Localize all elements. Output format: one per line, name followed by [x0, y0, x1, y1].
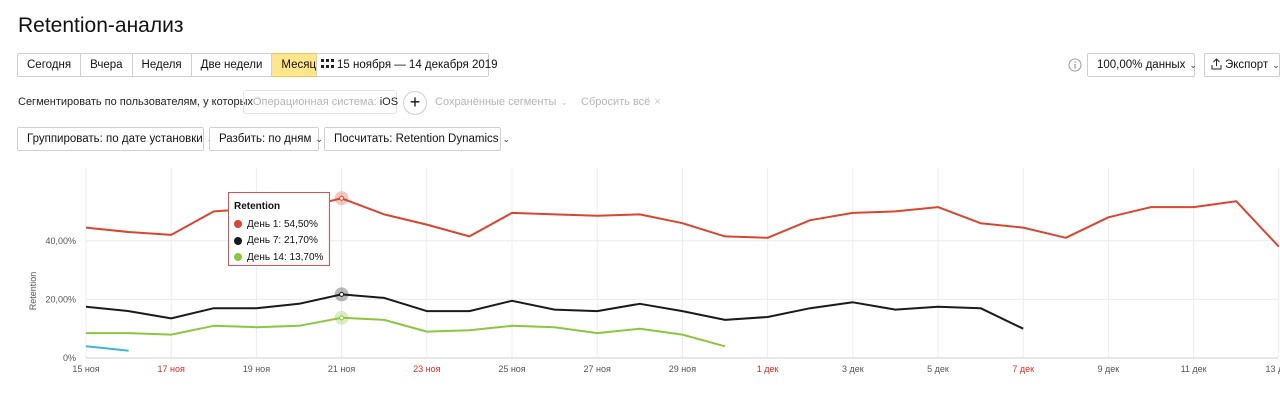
series-line-day30: [85, 345, 129, 352]
x-tick-label: 9 дек: [1098, 364, 1120, 374]
y-tick-label: 40,00%: [45, 236, 76, 246]
y-axis-title: Retention: [28, 272, 38, 311]
export-dropdown[interactable]: Экспорт ⌄: [1204, 53, 1280, 77]
x-tick-label: 5 дек: [927, 364, 949, 374]
calculate-dropdown[interactable]: Посчитать: Retention Dynamics ⌄: [324, 127, 510, 151]
period-yesterday-button[interactable]: Вчера: [81, 53, 133, 77]
highlight-point-day14: [339, 315, 345, 321]
date-range-picker[interactable]: 15 ноября — 14 декабря 2019: [316, 53, 498, 77]
close-icon: ×: [654, 96, 661, 108]
reset-all-label: Сбросить всё: [581, 96, 651, 108]
period-selector: Сегодня Вчера Неделя Две недели Месяц: [17, 53, 327, 77]
tooltip-title: Retention: [234, 201, 281, 212]
highlight-point-day1: [339, 195, 345, 201]
x-tick-label: 25 ноя: [498, 364, 525, 374]
tooltip-row-text: День 1: 54,50%: [247, 218, 318, 230]
split-by-dropdown[interactable]: Разбить: по дням ⌄: [209, 127, 323, 151]
tooltip-row-text: День 7: 21,70%: [247, 235, 318, 247]
chevron-down-icon: ⌄: [1189, 60, 1197, 70]
tooltip-row: День 1: 54,50%: [234, 216, 324, 233]
segment-label: Сегментировать по пользователям, у котор…: [18, 96, 254, 108]
data-sample-label: 100,00% данных: [1097, 59, 1186, 71]
group-by-dropdown[interactable]: Группировать: по дате установки⌄: [17, 127, 214, 151]
segment-chip-key: Операционная система:: [253, 96, 377, 108]
saved-segments-label: Сохранённые сегменты: [435, 96, 557, 108]
x-tick-label: 3 дек: [842, 364, 864, 374]
retention-chart[interactable]: 0% 20,00% 40,00% Retention 15 ноя 17 ноя 19 …: [0, 160, 1280, 405]
period-week-button[interactable]: Неделя: [132, 53, 192, 77]
x-tick-label: 13 дек: [1265, 364, 1280, 374]
date-range-label: 15 ноября — 14 декабря 2019: [337, 59, 498, 71]
series-line-day14: [86, 316, 726, 348]
period-today-button[interactable]: Сегодня: [17, 53, 82, 77]
tooltip-row: День 7: 21,70%: [234, 233, 324, 250]
x-tick-label: 19 ноя: [243, 364, 270, 374]
segment-chip-value: iOS: [379, 96, 399, 108]
segment-chip[interactable]: Операционная система: iOS: [243, 90, 399, 114]
x-tick-label: 27 ноя: [584, 364, 611, 374]
x-tick-label: 15 ноя: [72, 364, 99, 374]
y-tick-label: 0%: [63, 353, 76, 363]
x-tick-label: 11 дек: [1181, 364, 1207, 374]
chart-tooltip: Retention День 1: 54,50% День 7: 21,70% …: [228, 192, 330, 266]
chevron-down-icon: ⌄: [560, 97, 568, 107]
y-tick-label: 20,00%: [45, 294, 76, 304]
legend-dot-icon: [234, 220, 242, 229]
group-by-label: Группировать: по дате установки: [27, 133, 203, 145]
data-sample-dropdown[interactable]: 100,00% данных ⌄: [1087, 53, 1197, 77]
export-icon: [1211, 58, 1222, 70]
add-segment-button[interactable]: +: [403, 91, 427, 115]
split-by-label: Разбить: по дням: [219, 133, 312, 145]
y-axis: 0% 20,00% 40,00%: [45, 236, 76, 363]
page-title: Retention-анализ: [18, 14, 184, 37]
chevron-down-icon: ⌄: [502, 134, 511, 144]
x-axis: 15 ноя 17 ноя 19 ноя 21 ноя 23 ноя 25 ноя 27 н…: [72, 364, 1280, 374]
x-tick-label: 29 ноя: [669, 364, 696, 374]
x-tick-label: 17 ноя: [158, 364, 185, 374]
x-tick-label: 21 ноя: [328, 364, 355, 374]
chevron-down-icon: ⌄: [315, 134, 323, 144]
export-label: Экспорт: [1225, 59, 1269, 71]
info-icon[interactable]: [1068, 58, 1082, 72]
legend-dot-icon: [234, 236, 242, 245]
x-tick-label: 1 дек: [757, 364, 779, 374]
period-two-weeks-button[interactable]: Две недели: [191, 53, 273, 77]
x-tick-label: 7 дек: [1012, 364, 1034, 374]
x-tick-label: 23 ноя: [413, 364, 440, 374]
chevron-down-icon: ⌄: [1272, 60, 1280, 70]
plus-icon: +: [409, 92, 421, 112]
reset-all-link[interactable]: Сбросить всё ×: [581, 96, 661, 108]
calendar-icon: [321, 59, 334, 68]
saved-segments-dropdown[interactable]: Сохранённые сегменты ⌄: [435, 96, 568, 108]
legend-dot-icon: [234, 253, 242, 262]
calculate-label: Посчитать: Retention Dynamics: [334, 133, 499, 145]
highlight-point-day7: [339, 291, 345, 297]
tooltip-row-text: День 14: 13,70%: [247, 251, 324, 263]
tooltip-row: День 14: 13,70%: [234, 249, 324, 266]
